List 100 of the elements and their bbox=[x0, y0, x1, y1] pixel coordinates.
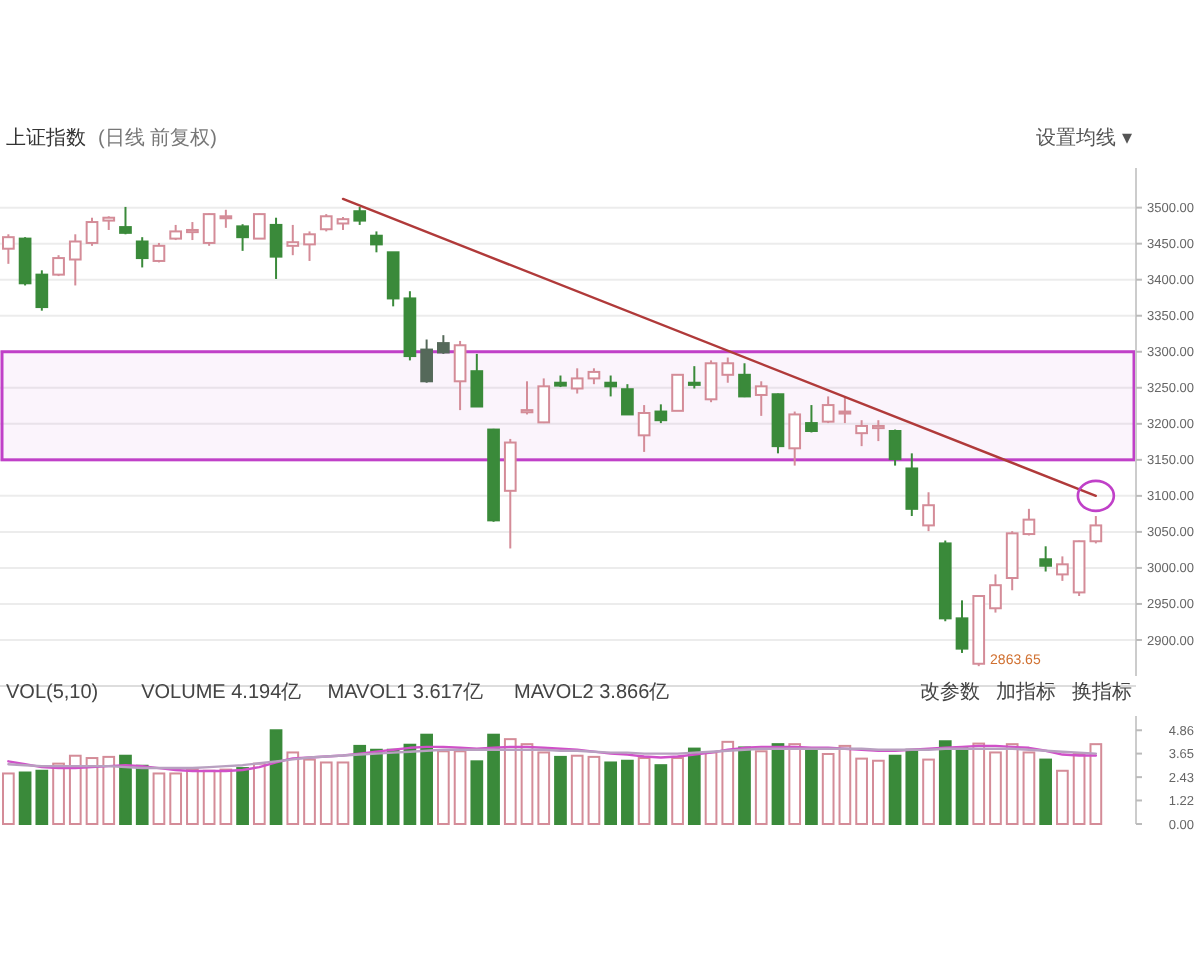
bar bbox=[85, 757, 99, 825]
candlestick bbox=[1089, 515, 1103, 545]
chart-subtitle: (日线 前复权) bbox=[98, 126, 217, 150]
bar bbox=[687, 747, 701, 825]
bar bbox=[721, 740, 735, 825]
bar bbox=[520, 743, 534, 825]
candlestick bbox=[955, 599, 969, 654]
bar bbox=[236, 767, 249, 825]
candlestick bbox=[621, 383, 634, 416]
bar bbox=[319, 761, 333, 825]
bar bbox=[570, 754, 584, 825]
bar bbox=[704, 751, 718, 825]
candlestick bbox=[989, 573, 1002, 614]
candlestick bbox=[2, 233, 15, 265]
bar bbox=[838, 744, 852, 825]
bar bbox=[922, 758, 935, 825]
bar bbox=[35, 769, 49, 825]
bar bbox=[386, 748, 400, 825]
bar bbox=[453, 750, 467, 825]
bar bbox=[1056, 769, 1069, 825]
bar bbox=[169, 772, 183, 825]
bar bbox=[420, 733, 433, 825]
bar bbox=[587, 755, 601, 825]
bar bbox=[872, 759, 885, 825]
candlestick bbox=[35, 269, 49, 312]
bar bbox=[1072, 752, 1086, 825]
bar bbox=[437, 750, 450, 825]
candlestick bbox=[805, 404, 818, 434]
candlestick bbox=[905, 452, 919, 518]
candlestick bbox=[1005, 530, 1019, 592]
candlestick bbox=[236, 223, 249, 252]
candlestick bbox=[453, 339, 467, 412]
bar bbox=[821, 752, 835, 825]
bar bbox=[754, 750, 768, 825]
bar bbox=[303, 758, 316, 825]
candlestick bbox=[85, 216, 99, 247]
candlestick bbox=[1039, 545, 1053, 573]
text: 换指标 bbox=[1072, 680, 1132, 704]
candlestick bbox=[353, 205, 367, 226]
text: MAVOL1 3.617亿 bbox=[327, 682, 483, 704]
candlestick bbox=[119, 205, 132, 236]
bar bbox=[252, 762, 266, 825]
bar bbox=[269, 729, 283, 825]
chart-title: 上证指数 bbox=[6, 126, 86, 150]
bar bbox=[353, 744, 367, 825]
bar bbox=[52, 762, 65, 825]
text: 加指标 bbox=[996, 680, 1056, 704]
bar bbox=[186, 768, 199, 825]
bar bbox=[855, 757, 868, 825]
candlestick bbox=[788, 410, 802, 467]
bar bbox=[637, 757, 651, 825]
bar bbox=[152, 772, 166, 825]
candlestick bbox=[219, 208, 233, 229]
text: MAVOL2 3.866亿 bbox=[514, 682, 670, 704]
bar bbox=[805, 748, 818, 825]
candlestick bbox=[888, 428, 902, 467]
bar bbox=[888, 754, 902, 825]
bar bbox=[119, 754, 132, 825]
candlestick bbox=[370, 230, 383, 254]
bar bbox=[336, 761, 350, 825]
text: VOL(5,10) bbox=[6, 682, 99, 704]
bar bbox=[955, 746, 969, 825]
candlestick bbox=[738, 362, 751, 399]
candlestick bbox=[855, 419, 868, 448]
bar bbox=[788, 743, 802, 825]
bar bbox=[621, 759, 634, 825]
candlestick bbox=[838, 395, 852, 425]
bar bbox=[503, 738, 517, 825]
bar bbox=[2, 772, 15, 825]
bar bbox=[972, 742, 986, 825]
candlestick bbox=[537, 377, 551, 425]
candlestick bbox=[721, 356, 735, 384]
bar bbox=[1022, 751, 1036, 825]
text: 改参数 bbox=[920, 680, 980, 704]
bar bbox=[370, 748, 383, 825]
text: 设置均线 ▾ bbox=[1036, 126, 1132, 150]
candlestick bbox=[922, 491, 935, 533]
candlestick bbox=[420, 338, 433, 384]
bar bbox=[18, 771, 32, 825]
bar bbox=[135, 764, 149, 825]
candlestick bbox=[437, 334, 450, 355]
bar bbox=[219, 768, 233, 825]
bar bbox=[537, 751, 551, 825]
bar bbox=[1005, 743, 1019, 825]
bar bbox=[938, 740, 952, 825]
candlestick bbox=[704, 359, 718, 404]
bar bbox=[1039, 758, 1053, 825]
candlestick bbox=[570, 367, 584, 395]
candlestick bbox=[754, 380, 768, 417]
bar bbox=[68, 754, 82, 825]
candlestick bbox=[637, 404, 651, 453]
bar bbox=[1089, 743, 1103, 825]
candlestick bbox=[386, 251, 400, 308]
bar bbox=[604, 761, 618, 825]
candlestick bbox=[872, 419, 885, 443]
candlestick bbox=[604, 374, 618, 398]
candlestick bbox=[303, 230, 316, 262]
bar bbox=[654, 764, 668, 825]
candlestick bbox=[252, 212, 266, 240]
bar bbox=[470, 760, 484, 825]
